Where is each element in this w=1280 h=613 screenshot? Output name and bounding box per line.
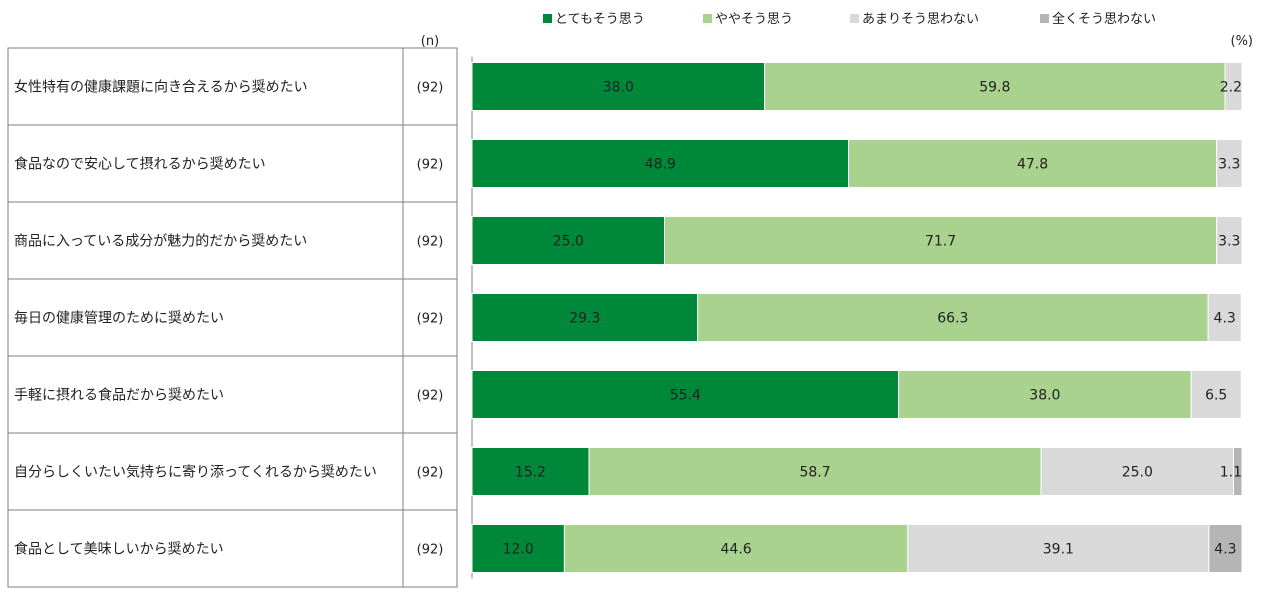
legend-swatch-1 bbox=[543, 14, 552, 23]
n-value: (92) bbox=[417, 543, 444, 558]
legend-swatch-4 bbox=[1040, 14, 1049, 23]
bar-segment-1 bbox=[471, 447, 590, 496]
bar-segment-3 bbox=[1216, 216, 1243, 265]
data-label: 25.0 bbox=[1122, 465, 1153, 481]
data-label: 29.3 bbox=[569, 311, 600, 327]
category-label: 食品なので安心して摂れるから奨めたい bbox=[14, 156, 266, 173]
n-value: (92) bbox=[417, 389, 444, 404]
bar-segment-3 bbox=[1224, 62, 1243, 111]
legend: とてもそう思う ややそう思う あまりそう思わない 全くそう思わない bbox=[543, 11, 1156, 27]
n-value: (92) bbox=[417, 235, 444, 250]
category-label: 自分らしくいたい気持ちに寄り添ってくれるから奨めたい bbox=[14, 464, 377, 481]
data-label: 4.3 bbox=[1214, 542, 1236, 558]
data-label: 3.3 bbox=[1218, 234, 1240, 250]
label-table: 女性特有の健康課題に向き合えるから奨めたい (92) 食品なので安心して摂れるから奨… bbox=[7, 47, 458, 588]
n-value: (92) bbox=[417, 158, 444, 173]
n-value: (92) bbox=[417, 312, 444, 327]
category-label: 女性特有の健康課題に向き合えるから奨めたい bbox=[14, 79, 308, 96]
data-label: 48.9 bbox=[645, 157, 676, 173]
n-column-header: (n) bbox=[421, 34, 439, 49]
category-label: 手軽に摂れる食品だから奨めたい bbox=[14, 387, 224, 404]
data-label: 47.8 bbox=[1017, 157, 1048, 173]
data-label: 66.3 bbox=[937, 311, 968, 327]
bar-segment-3 bbox=[907, 524, 1210, 573]
bar-segment-2 bbox=[898, 370, 1192, 419]
bar-segment-1 bbox=[471, 62, 766, 111]
bar-segment-1 bbox=[471, 370, 900, 419]
table-border bbox=[7, 47, 458, 588]
bar-segment-2 bbox=[764, 62, 1226, 111]
data-label: 38.0 bbox=[1029, 388, 1060, 404]
data-label: 12.0 bbox=[503, 542, 534, 558]
data-label: 3.3 bbox=[1218, 157, 1240, 173]
bar-segment-3 bbox=[1190, 370, 1242, 419]
data-label: 58.7 bbox=[799, 465, 830, 481]
legend-label-4: 全くそう思わない bbox=[1052, 11, 1156, 27]
data-label: 15.2 bbox=[515, 465, 546, 481]
bar-segment-3 bbox=[1207, 293, 1242, 342]
legend-swatch-3 bbox=[850, 14, 859, 23]
data-label: 4.3 bbox=[1214, 311, 1236, 327]
data-label: 71.7 bbox=[925, 234, 956, 250]
category-label: 食品として美味しいから奨めたい bbox=[14, 541, 224, 558]
bars: 38.0 59.8 2.2 48.9 47.8 3.3 25.0 71.7 3.3 29.3 66.… bbox=[471, 56, 1243, 579]
bar-segment-3 bbox=[1040, 447, 1235, 496]
n-value: (92) bbox=[417, 466, 444, 481]
legend-label-3: あまりそう思わない bbox=[862, 12, 979, 27]
category-label: 商品に入っている成分が魅力的だから奨めたい bbox=[14, 234, 307, 250]
bar-segment-1 bbox=[471, 524, 565, 573]
legend-label-2: ややそう思う bbox=[715, 12, 793, 27]
data-label: 25.0 bbox=[553, 234, 584, 250]
bar-segment-4 bbox=[1208, 524, 1243, 573]
data-label: 1.1 bbox=[1220, 465, 1242, 481]
data-label: 39.1 bbox=[1043, 542, 1074, 558]
unit-label: (%) bbox=[1231, 34, 1254, 49]
data-label: 2.2 bbox=[1220, 80, 1242, 96]
bar-segment-2 bbox=[664, 216, 1218, 265]
legend-label-1: とてもそう思う bbox=[555, 12, 645, 27]
data-label: 59.8 bbox=[979, 80, 1010, 96]
bar-segment-2 bbox=[697, 293, 1209, 342]
bar-segment-2 bbox=[563, 524, 909, 573]
bar-segment-2 bbox=[588, 447, 1042, 496]
bar-segment-4 bbox=[1233, 447, 1243, 496]
n-value: (92) bbox=[417, 81, 444, 96]
legend-swatch-2 bbox=[703, 14, 712, 23]
category-label: 毎日の健康管理のために奨めたい bbox=[14, 310, 224, 327]
bar-segment-3 bbox=[1216, 139, 1243, 188]
data-label: 44.6 bbox=[721, 542, 752, 558]
bar-segment-1 bbox=[471, 216, 665, 265]
data-label: 38.0 bbox=[603, 80, 634, 96]
data-label: 6.5 bbox=[1205, 388, 1227, 404]
data-label: 55.4 bbox=[670, 388, 701, 404]
